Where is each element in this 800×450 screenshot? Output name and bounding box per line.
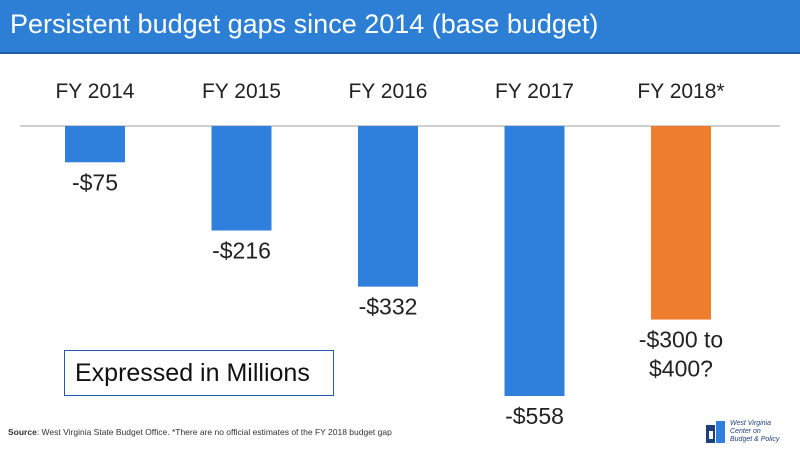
logo-line-3: Budget & Policy xyxy=(730,436,780,443)
wvcbp-logo: West Virginia Center on Budget & Policy xyxy=(706,418,794,448)
title-bar: Persistent budget gaps since 2014 (base … xyxy=(0,0,800,54)
bar xyxy=(651,126,711,320)
bar-chart: FY 2014 -$75 FY 2015 -$216 FY 2016 -$332 FY 20… xyxy=(20,80,780,424)
value-label: -$216 xyxy=(212,238,271,264)
source-label: Source xyxy=(8,427,37,437)
category-label: FY 2014 xyxy=(55,80,134,103)
units-note: Expressed in Millions xyxy=(75,359,310,387)
value-label: -$300 to $400? xyxy=(639,327,723,382)
logo-line-2: Center on xyxy=(730,428,761,435)
source-text: : West Virginia State Budget Office. *Th… xyxy=(36,427,392,437)
category-label: FY 2017 xyxy=(495,80,574,103)
value-label: -$75 xyxy=(72,169,118,195)
value-label: -$558 xyxy=(505,403,564,424)
bar xyxy=(358,126,418,287)
bar xyxy=(211,126,272,231)
logo-line-1: West Virginia xyxy=(730,420,771,427)
category-label: FY 2018* xyxy=(637,80,724,103)
source-note: Source: West Virginia State Budget Offic… xyxy=(8,427,392,437)
logo-text: West Virginia Center on Budget & Policy xyxy=(730,420,779,444)
category-label: FY 2016 xyxy=(348,80,427,103)
units-note-box: Expressed in Millions xyxy=(64,350,334,396)
bar xyxy=(65,126,125,163)
bar xyxy=(504,126,565,396)
value-label: -$332 xyxy=(359,294,418,320)
logo-mark-icon xyxy=(706,421,725,443)
chart-title: Persistent budget gaps since 2014 (base … xyxy=(10,9,599,39)
category-label: FY 2015 xyxy=(202,80,281,103)
